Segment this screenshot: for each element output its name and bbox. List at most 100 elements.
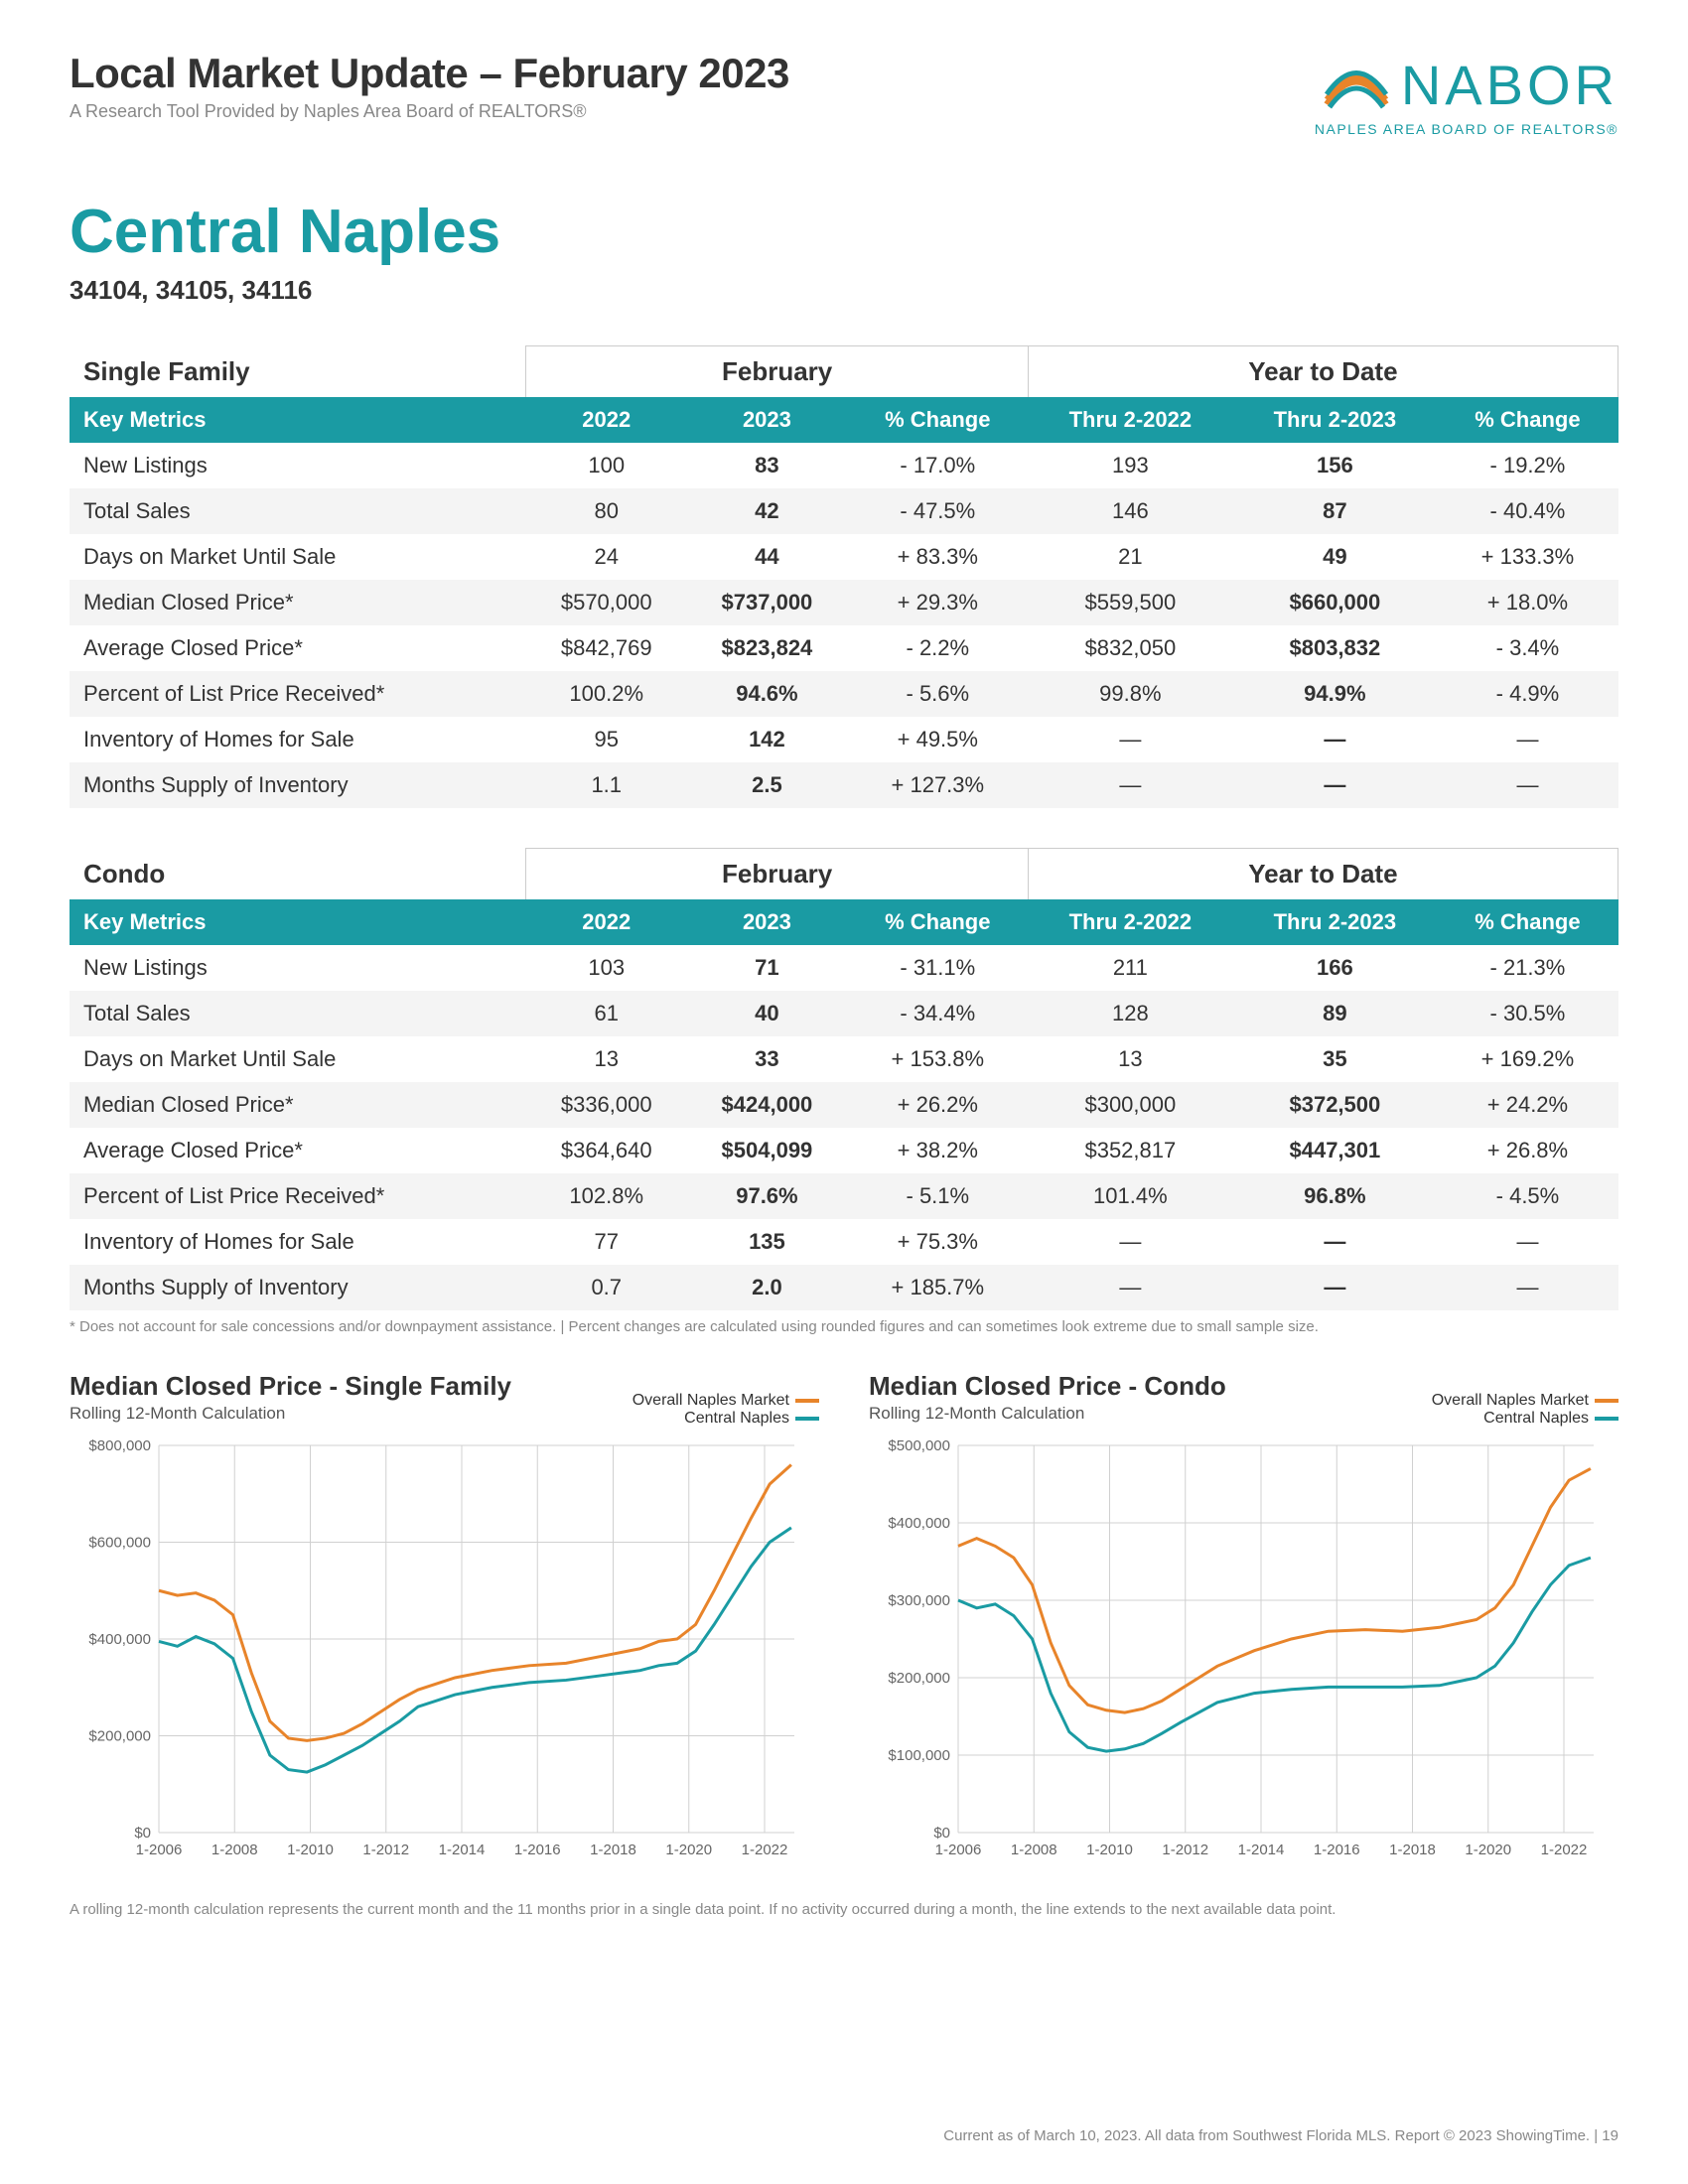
- charts-row: Median Closed Price - Single Family Roll…: [70, 1371, 1618, 1877]
- svg-text:1-2020: 1-2020: [665, 1842, 712, 1858]
- col-thru23: Thru 2-2023: [1232, 397, 1437, 443]
- val-2023: 94.6%: [687, 671, 848, 717]
- svg-text:1-2018: 1-2018: [1389, 1842, 1436, 1858]
- val-pct: + 185.7%: [847, 1265, 1028, 1310]
- val-pct: + 29.3%: [847, 580, 1028, 625]
- val-pct-ytd: - 21.3%: [1437, 945, 1618, 991]
- svg-text:$0: $0: [134, 1825, 151, 1842]
- metric-name: Total Sales: [70, 991, 526, 1036]
- chart-svg: $0$200,000$400,000$600,000$800,0001-2006…: [70, 1435, 804, 1872]
- legend-item: Overall Naples Market: [633, 1392, 819, 1410]
- val-pct-ytd: —: [1437, 1265, 1618, 1310]
- metric-name: Inventory of Homes for Sale: [70, 1219, 526, 1265]
- val-2022: 100: [526, 443, 687, 488]
- val-2022: $570,000: [526, 580, 687, 625]
- legend-swatch: [795, 1417, 819, 1421]
- legend-item: Central Naples: [1432, 1410, 1618, 1428]
- val-2022: 95: [526, 717, 687, 762]
- val-pct-ytd: —: [1437, 762, 1618, 808]
- table-row: Percent of List Price Received* 100.2% 9…: [70, 671, 1618, 717]
- val-pct: + 38.2%: [847, 1128, 1028, 1173]
- metric-name: Median Closed Price*: [70, 1082, 526, 1128]
- val-thru22: —: [1028, 1219, 1232, 1265]
- val-2023: 42: [687, 488, 848, 534]
- val-pct-ytd: - 19.2%: [1437, 443, 1618, 488]
- val-thru22: 211: [1028, 945, 1232, 991]
- col-keymetrics: Key Metrics: [70, 397, 526, 443]
- legend-label: Central Naples: [1483, 1410, 1589, 1428]
- svg-text:1-2008: 1-2008: [1011, 1842, 1057, 1858]
- svg-text:$0: $0: [933, 1825, 950, 1842]
- chart-area: Overall Naples MarketCentral Naples $0$2…: [70, 1435, 819, 1877]
- region-title: Central Naples: [70, 197, 1618, 267]
- val-2022: 61: [526, 991, 687, 1036]
- val-thru22: 101.4%: [1028, 1173, 1232, 1219]
- metric-name: Months Supply of Inventory: [70, 762, 526, 808]
- metric-name: Days on Market Until Sale: [70, 1036, 526, 1082]
- val-pct-ytd: —: [1437, 717, 1618, 762]
- logo-row: NABOR: [1322, 50, 1618, 119]
- col-2023: 2023: [687, 899, 848, 945]
- val-2023: 71: [687, 945, 848, 991]
- group-month: February: [526, 346, 1028, 398]
- col-2023: 2023: [687, 397, 848, 443]
- table-row: Total Sales 80 42 - 47.5% 146 87 - 40.4%: [70, 488, 1618, 534]
- table-row: New Listings 103 71 - 31.1% 211 166 - 21…: [70, 945, 1618, 991]
- legend-label: Central Naples: [684, 1410, 789, 1428]
- group-ytd: Year to Date: [1028, 849, 1618, 900]
- metric-name: New Listings: [70, 945, 526, 991]
- val-2023: $823,824: [687, 625, 848, 671]
- metric-name: Median Closed Price*: [70, 580, 526, 625]
- val-2023: $424,000: [687, 1082, 848, 1128]
- chart-svg: $0$100,000$200,000$300,000$400,000$500,0…: [869, 1435, 1604, 1872]
- val-pct: - 47.5%: [847, 488, 1028, 534]
- val-thru22: $300,000: [1028, 1082, 1232, 1128]
- val-pct-ytd: + 18.0%: [1437, 580, 1618, 625]
- logo-icon: [1322, 50, 1391, 119]
- logo-tagline: NAPLES AREA BOARD OF REALTORS®: [1315, 121, 1618, 137]
- col-pct: % Change: [847, 397, 1028, 443]
- metric-name: Percent of List Price Received*: [70, 1173, 526, 1219]
- val-thru22: $352,817: [1028, 1128, 1232, 1173]
- table-row: Average Closed Price* $842,769 $823,824 …: [70, 625, 1618, 671]
- val-pct-ytd: - 4.9%: [1437, 671, 1618, 717]
- val-pct: + 83.3%: [847, 534, 1028, 580]
- svg-text:$100,000: $100,000: [888, 1747, 950, 1764]
- table-row: Inventory of Homes for Sale 77 135 + 75.…: [70, 1219, 1618, 1265]
- svg-text:$300,000: $300,000: [888, 1592, 950, 1609]
- group-month: February: [526, 849, 1028, 900]
- table-row: Median Closed Price* $336,000 $424,000 +…: [70, 1082, 1618, 1128]
- col-2022: 2022: [526, 397, 687, 443]
- val-2023: 135: [687, 1219, 848, 1265]
- val-thru22: —: [1028, 1265, 1232, 1310]
- val-2022: 13: [526, 1036, 687, 1082]
- val-pct-ytd: + 133.3%: [1437, 534, 1618, 580]
- metric-name: New Listings: [70, 443, 526, 488]
- val-pct-ytd: —: [1437, 1219, 1618, 1265]
- table-row: Months Supply of Inventory 1.1 2.5 + 127…: [70, 762, 1618, 808]
- svg-text:1-2020: 1-2020: [1465, 1842, 1511, 1858]
- region-zipcodes: 34104, 34105, 34116: [70, 275, 1618, 306]
- val-2023: $737,000: [687, 580, 848, 625]
- val-pct-ytd: + 169.2%: [1437, 1036, 1618, 1082]
- val-thru22: —: [1028, 762, 1232, 808]
- val-pct: + 75.3%: [847, 1219, 1028, 1265]
- val-thru23: $447,301: [1232, 1128, 1437, 1173]
- table-row: Average Closed Price* $364,640 $504,099 …: [70, 1128, 1618, 1173]
- metric-name: Total Sales: [70, 488, 526, 534]
- val-2022: 80: [526, 488, 687, 534]
- svg-text:1-2022: 1-2022: [1541, 1842, 1588, 1858]
- metric-name: Average Closed Price*: [70, 1128, 526, 1173]
- val-pct: - 31.1%: [847, 945, 1028, 991]
- val-thru22: 21: [1028, 534, 1232, 580]
- legend-label: Overall Naples Market: [633, 1392, 789, 1410]
- val-thru23: —: [1232, 1265, 1437, 1310]
- val-thru23: 96.8%: [1232, 1173, 1437, 1219]
- svg-text:$800,000: $800,000: [88, 1437, 151, 1454]
- val-thru22: $559,500: [1028, 580, 1232, 625]
- svg-text:1-2012: 1-2012: [1162, 1842, 1208, 1858]
- svg-text:1-2014: 1-2014: [439, 1842, 486, 1858]
- val-2022: 100.2%: [526, 671, 687, 717]
- val-2022: 102.8%: [526, 1173, 687, 1219]
- val-pct-ytd: + 24.2%: [1437, 1082, 1618, 1128]
